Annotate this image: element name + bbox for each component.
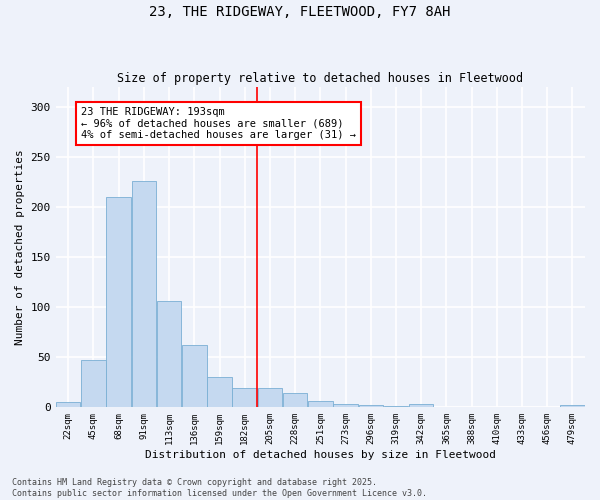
Y-axis label: Number of detached properties: Number of detached properties	[15, 150, 25, 345]
Bar	[308, 402, 332, 407]
Bar	[257, 388, 282, 407]
Bar	[334, 404, 358, 407]
Text: Contains HM Land Registry data © Crown copyright and database right 2025.
Contai: Contains HM Land Registry data © Crown c…	[12, 478, 427, 498]
Bar	[56, 402, 80, 407]
Bar	[106, 197, 131, 408]
Text: 23, THE RIDGEWAY, FLEETWOOD, FY7 8AH: 23, THE RIDGEWAY, FLEETWOOD, FY7 8AH	[149, 5, 451, 19]
Bar	[232, 388, 257, 407]
Bar	[384, 406, 408, 408]
Bar	[182, 346, 206, 408]
Bar	[560, 406, 584, 407]
Bar	[157, 301, 181, 408]
Bar	[207, 378, 232, 408]
Title: Size of property relative to detached houses in Fleetwood: Size of property relative to detached ho…	[117, 72, 523, 85]
X-axis label: Distribution of detached houses by size in Fleetwood: Distribution of detached houses by size …	[145, 450, 496, 460]
Bar	[283, 394, 307, 407]
Text: 23 THE RIDGEWAY: 193sqm
← 96% of detached houses are smaller (689)
4% of semi-de: 23 THE RIDGEWAY: 193sqm ← 96% of detache…	[81, 107, 356, 140]
Bar	[409, 404, 433, 407]
Bar	[131, 181, 156, 408]
Bar	[359, 406, 383, 407]
Bar	[81, 360, 106, 408]
